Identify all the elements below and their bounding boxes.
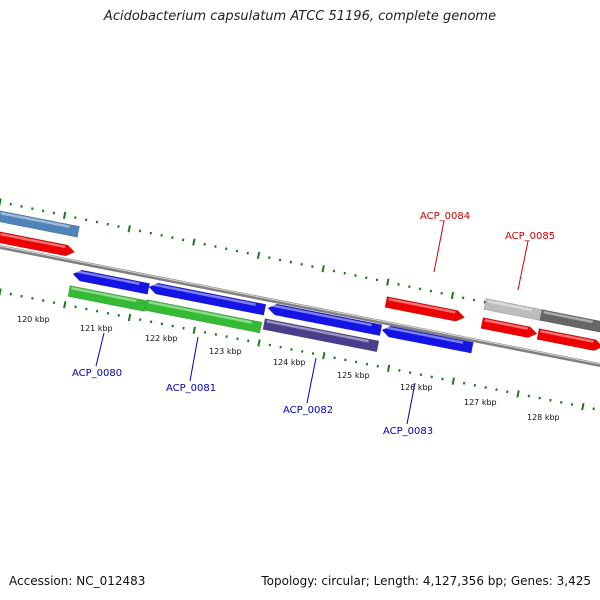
feature-green-right <box>144 299 263 334</box>
feature-acp0080-blue-shine <box>75 269 140 285</box>
feature-green-left-body <box>67 285 147 312</box>
feature-acp0082-blue-shine <box>270 303 372 327</box>
major-tick <box>0 198 2 206</box>
feature-acp0082-blue <box>267 303 383 336</box>
feature-acp0081-blue-shine <box>151 282 256 306</box>
gene-features <box>0 210 600 354</box>
major-tick <box>451 377 455 385</box>
accession-text: Accession: NC_012483 <box>9 574 146 588</box>
feature-acp0083-blue-shine <box>384 325 464 344</box>
feature-acp0084-body <box>384 296 466 322</box>
feature-red-left <box>0 231 76 257</box>
genome-summary-text: Topology: circular; Length: 4,127,356 bp… <box>261 574 591 588</box>
genome-backbone <box>0 244 600 368</box>
label-pointer-line <box>95 332 105 367</box>
feature-acp0080-blue-body <box>72 269 150 295</box>
label-pointer-line <box>406 382 416 425</box>
gene-label: ACP_0085 <box>505 231 555 242</box>
gene-label: ACP_0080 <box>72 368 122 379</box>
backbone-line <box>0 244 600 368</box>
backbone-highlight <box>0 245 600 365</box>
feature-acp0082-purple-shine <box>266 319 369 343</box>
inner-tick-track <box>0 288 595 411</box>
major-tick <box>321 265 325 273</box>
feature-darkgray-shine <box>543 310 593 324</box>
major-tick <box>63 301 67 309</box>
major-tick <box>386 278 390 286</box>
gene-label: ACP_0081 <box>166 383 216 394</box>
scale-tick-label: 124 kbp <box>273 358 306 367</box>
feature-acp0082-purple <box>262 318 380 353</box>
major-tick <box>256 251 261 260</box>
feature-acp0085-gray <box>483 298 543 321</box>
map-title: Acidobacterium capsulatum ATCC 51196, co… <box>103 9 497 24</box>
scale-tick-label: 120 kbp <box>17 315 50 324</box>
gene-labels: ACP_0084 ACP_0085 ACP_0080 ACP_0081 ACP_0082… <box>72 211 555 437</box>
gene-label: ACP_0082 <box>283 405 333 416</box>
feature-darkgray-body <box>539 309 600 333</box>
scale-tick-label: 128 kbp <box>527 413 560 422</box>
major-tick <box>516 390 520 398</box>
feature-steelblue-body <box>0 210 80 238</box>
major-tick <box>192 326 196 334</box>
feature-acp0084 <box>384 296 466 322</box>
gene-label: ACP_0084 <box>420 211 470 222</box>
scale-tick-label: 127 kbp <box>464 398 497 407</box>
major-tick <box>450 291 455 300</box>
feature-steelblue <box>0 210 80 238</box>
feature-acp0085-red-body <box>480 317 538 338</box>
major-tick <box>192 238 196 246</box>
feature-acp0085-red <box>480 317 538 338</box>
major-tick <box>581 402 585 411</box>
feature-acp0083-blue <box>381 325 474 354</box>
feature-acp0082-blue-body <box>267 303 383 336</box>
feature-green-right-shine <box>148 300 252 324</box>
major-tick <box>322 352 326 360</box>
feature-acp0085-red-shine <box>484 318 529 330</box>
feature-green-left-shine <box>71 286 137 303</box>
feature-red-right <box>536 328 600 351</box>
label-pointer-line <box>517 240 529 291</box>
label-pointer-line <box>433 220 445 273</box>
feature-red-left-shine <box>0 232 66 249</box>
feature-acp0085-gray-shine <box>487 299 532 312</box>
major-tick <box>127 225 131 233</box>
feature-red-left-body <box>0 231 76 257</box>
major-tick <box>257 339 261 347</box>
feature-acp0083-blue-body <box>381 325 474 354</box>
major-tick <box>386 364 391 373</box>
label-pointers <box>95 220 529 425</box>
scale-tick-label: 122 kbp <box>145 334 178 343</box>
major-tick <box>127 313 132 322</box>
scale-tick-label: 126 kbp <box>400 383 433 392</box>
gene-label: ACP_0083 <box>383 426 433 437</box>
feature-acp0084-shine <box>388 297 456 314</box>
scale-tick-label: 123 kbp <box>209 347 242 356</box>
major-tick <box>62 211 67 219</box>
feature-red-right-shine <box>540 329 594 343</box>
feature-acp0080-blue <box>72 269 150 295</box>
scale-labels: 120 kbp 121 kbp 122 kbp 123 kbp 124 kbp 125 k… <box>17 315 560 422</box>
outer-tick-track <box>0 198 594 326</box>
feature-darkgray <box>539 309 600 333</box>
feature-red-right-body <box>536 328 600 351</box>
feature-acp0081-blue-body <box>148 282 267 316</box>
major-tick <box>0 288 2 296</box>
scale-tick-label: 121 kbp <box>80 324 113 333</box>
label-pointer-line <box>306 357 317 404</box>
label-pointer-line <box>189 336 199 382</box>
feature-steelblue-shine <box>0 211 70 228</box>
feature-green-right-body <box>144 299 263 334</box>
feature-acp0081-blue <box>148 282 267 316</box>
scale-tick-label: 125 kbp <box>337 371 370 380</box>
feature-acp0085-gray-body <box>483 298 543 321</box>
feature-green-left <box>67 285 147 312</box>
feature-acp0082-purple-body <box>262 318 380 353</box>
